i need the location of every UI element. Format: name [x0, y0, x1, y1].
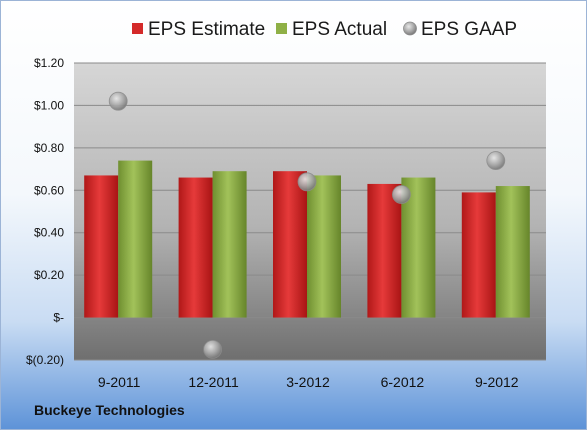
x-tick-label: 3-2012 — [286, 374, 330, 390]
legend-item-eps-actual: EPS Actual — [276, 19, 387, 40]
y-tick-label: $(0.20) — [26, 353, 64, 367]
y-tick-label: $0.60 — [34, 183, 64, 197]
y-tick-label: $- — [53, 311, 64, 325]
y-tick-label: $1.20 — [34, 56, 64, 70]
legend-swatch — [403, 21, 417, 36]
x-tick-label: 9-2011 — [98, 374, 141, 390]
bar-eps-actual — [212, 171, 247, 318]
legend-label: EPS Estimate — [148, 19, 265, 40]
point-eps-gaap — [486, 151, 506, 170]
point-eps-gaap — [391, 185, 411, 204]
legend-label: EPS GAAP — [421, 19, 517, 40]
legend: EPS Estimate EPS Actual EPS GAAP — [132, 19, 517, 40]
x-tick-label: 6-2012 — [381, 374, 425, 390]
x-axis-ticks: 9-2011 12-2011 3-2012 6-2012 9-2012 — [98, 374, 519, 390]
legend-swatch — [276, 23, 287, 34]
bar-eps-actual — [307, 175, 341, 318]
y-tick-label: $0.80 — [34, 141, 64, 155]
bar-eps-estimate — [461, 192, 496, 318]
point-eps-gaap — [108, 91, 128, 111]
point-eps-gaap — [203, 339, 223, 359]
bars — [84, 160, 530, 318]
legend-label: EPS Actual — [292, 19, 387, 40]
bar-eps-estimate — [273, 171, 307, 318]
gaap-points — [108, 91, 506, 359]
y-axis-ticks: $1.20 $1.00 $0.80 $0.60 $0.40 $0.20 $- $(0.20) — [26, 56, 64, 367]
bar-eps-estimate — [84, 175, 119, 318]
bar-eps-actual — [118, 160, 153, 318]
bar-eps-estimate — [178, 177, 213, 318]
point-eps-gaap — [297, 172, 317, 192]
legend-swatch — [132, 23, 143, 34]
x-tick-label: 12-2011 — [188, 374, 239, 390]
company-name: Buckeye Technologies — [34, 402, 185, 418]
x-tick-label: 9-2012 — [475, 374, 519, 390]
legend-item-eps-gaap: EPS GAAP — [403, 19, 517, 40]
bar-eps-actual — [495, 186, 530, 318]
legend-item-eps-estimate: EPS Estimate — [132, 19, 265, 40]
bar-eps-estimate — [367, 183, 402, 318]
y-tick-label: $1.00 — [34, 98, 64, 112]
y-tick-label: $0.20 — [34, 268, 64, 282]
y-tick-label: $0.40 — [34, 226, 64, 240]
